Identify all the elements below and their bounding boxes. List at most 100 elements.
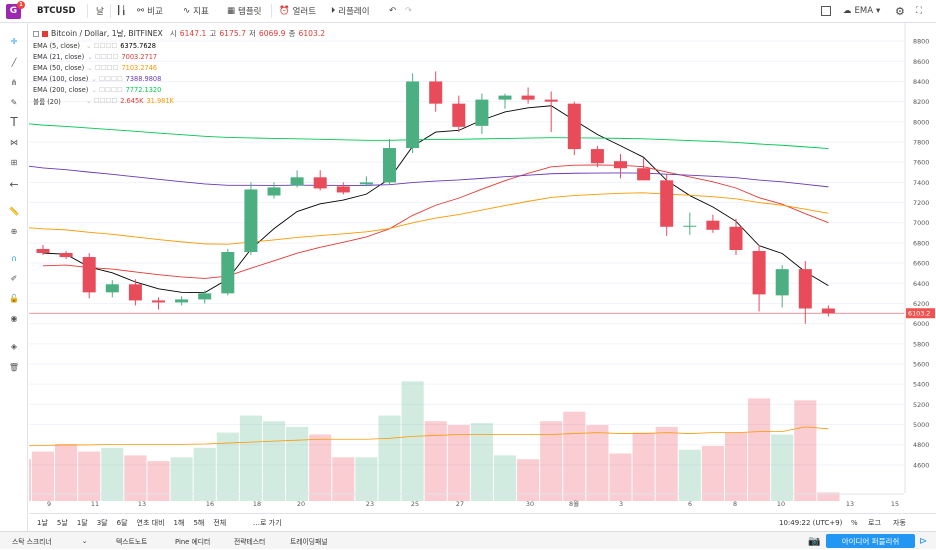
footer-tab-pine[interactable]: Pine 에디터 xyxy=(175,538,211,546)
indicator-value: 2.645K xyxy=(120,96,144,105)
range-button[interactable]: 3달 xyxy=(96,518,108,527)
ema-dropdown[interactable]: ☁ EMA ▾ xyxy=(843,0,880,22)
price-tick-label: 7000 xyxy=(913,219,929,227)
indicator-controls-icon[interactable]: ⌄ ☐☐☐☐ xyxy=(86,96,118,105)
footer-tab-strategy[interactable]: 전략테스터 xyxy=(234,538,266,546)
indicator-legend-row[interactable]: EMA (200, close) ⌄ ☐☐☐☐ 7772.1320 xyxy=(33,84,333,95)
visibility-tool[interactable]: ◉ xyxy=(6,310,22,326)
ema-100-line xyxy=(29,165,829,188)
magnet-tool[interactable]: ∩ xyxy=(6,250,22,266)
app-logo-icon[interactable]: G 1 xyxy=(6,0,25,19)
indicator-legend-row[interactable]: EMA (100, close) ⌄ ☐☐☐☐ 7388.9808 xyxy=(33,73,333,84)
volume-bar xyxy=(724,432,748,501)
footer-tab-trading[interactable]: 트레이딩패널 xyxy=(290,538,328,546)
range-button[interactable]: 1달 xyxy=(76,518,88,527)
range-button[interactable]: 연초 대비 xyxy=(136,518,165,527)
settings-button[interactable]: ⚙ xyxy=(895,0,905,22)
indicator-legend-row[interactable]: EMA (5, close) ⌄ ☐☐☐☐ 6375.7628 xyxy=(33,40,333,51)
lock-tool[interactable]: 🔓 xyxy=(6,290,22,306)
replay-button[interactable]: ⏵ 리플레이 xyxy=(331,0,370,22)
time-tick-label: 11 xyxy=(91,500,99,508)
indicator-controls-icon[interactable]: ⌄ ☐☐☐☐ xyxy=(86,41,118,50)
chart-style-button[interactable]: ┃╽ xyxy=(116,0,126,22)
footer-tab-screener[interactable]: 스탁 스크리너 ⌄ xyxy=(6,532,102,550)
volume-bar xyxy=(678,449,701,501)
undo-button[interactable]: ↶ xyxy=(389,0,396,22)
crosshair-icon: ✛ xyxy=(10,36,18,46)
pattern-tool[interactable]: ⋈ xyxy=(6,134,22,150)
ruler-tool[interactable]: 📏 xyxy=(6,203,22,219)
candle-body xyxy=(521,95,535,100)
range-button[interactable]: 1날 xyxy=(37,518,48,527)
compare-button[interactable]: ⚯ 비교 xyxy=(137,0,163,22)
draw-mode-tool[interactable]: ✐ xyxy=(6,270,22,286)
logo[interactable]: G 1 xyxy=(6,0,25,22)
indicator-name: 볼륨 (20) xyxy=(33,97,61,106)
range-button[interactable]: 5해 xyxy=(193,518,205,527)
templates-button[interactable]: ▦ 템플릿 xyxy=(227,0,262,22)
prediction-tool[interactable]: ⊞ xyxy=(6,154,22,170)
close-label: 종 xyxy=(288,29,296,38)
price-tick-label: 7200 xyxy=(913,199,929,207)
candle-body xyxy=(36,248,50,253)
alarm-clock-icon: ⏰ xyxy=(279,6,290,16)
indicator-controls-icon[interactable]: ⌄ ☐☐☐☐ xyxy=(87,63,119,72)
brush-tool[interactable]: ✎ xyxy=(6,94,22,110)
publish-idea-button[interactable]: 아이디어 퍼블리쉬 xyxy=(826,534,915,548)
back-arrow-tool[interactable]: ← xyxy=(6,176,22,192)
range-button[interactable]: 6달 xyxy=(116,518,128,527)
auto-toggle[interactable]: 자동 xyxy=(893,518,906,527)
range-button[interactable]: 1해 xyxy=(173,518,185,527)
price-chart[interactable]: 8800 8600 8400 8200 8000 7800 7600 7400 7200 7000… xyxy=(29,23,936,513)
indicator-controls-icon[interactable]: ⌄ ☐☐☐☐ xyxy=(91,74,123,83)
volume-bar xyxy=(355,457,378,501)
candle-body xyxy=(383,148,396,183)
close-value: 6103.2 xyxy=(298,29,326,38)
symbol-search[interactable]: BTCUSD xyxy=(37,6,76,16)
indicator-controls-icon[interactable]: ⌄ ☐☐☐☐ xyxy=(87,52,119,61)
indicator-name: EMA (21, close) xyxy=(33,52,85,61)
indicator-value-2: 31.981K xyxy=(146,96,174,105)
indicator-legend-row[interactable]: EMA (21, close) ⌄ ☐☐☐☐ 7003.2717 xyxy=(33,51,333,62)
trendline-tool[interactable]: ╱ xyxy=(6,54,22,70)
zoom-tool[interactable]: ⊕ xyxy=(6,223,22,239)
candle-body xyxy=(637,168,651,181)
price-tick-label: 8600 xyxy=(913,58,929,66)
percent-toggle[interactable]: % xyxy=(851,518,858,527)
crosshair-tool[interactable]: ✛ xyxy=(6,33,22,49)
goto-date-button[interactable]: …로 가기 xyxy=(253,518,282,527)
volume-bar xyxy=(55,444,78,501)
clock-time[interactable]: 10:49:22 (UTC+9) xyxy=(779,518,843,527)
interval-button[interactable]: 날 xyxy=(96,7,104,17)
time-tick-label: 3 xyxy=(619,500,623,508)
price-tick-label: 6800 xyxy=(913,239,929,247)
play-button[interactable]: ⊳ xyxy=(919,532,927,550)
volume-bar xyxy=(771,434,794,501)
volume-bar xyxy=(701,445,724,501)
indicators-button[interactable]: ∿ 지표 xyxy=(183,0,209,22)
candle-body xyxy=(683,225,697,227)
range-button[interactable]: 전체 xyxy=(213,518,227,527)
indicator-controls-icon[interactable]: ⌄ ☐☐☐☐ xyxy=(91,85,123,94)
text-tool[interactable]: T xyxy=(6,114,22,130)
ema-lines xyxy=(29,105,829,294)
redo-button[interactable]: ↷ xyxy=(405,0,412,22)
collapse-icon[interactable] xyxy=(33,30,39,37)
indicator-legend-row[interactable]: 볼륨 (20) ⌄ ☐☐☐☐ 2.645K 31.981K xyxy=(33,95,333,106)
pitchfork-tool[interactable]: ⋔ xyxy=(6,74,22,90)
layers-tool[interactable]: ◈ xyxy=(6,338,22,354)
fullscreen-button[interactable]: ⛶ xyxy=(916,0,922,22)
footer-tab-notes[interactable]: 텍스트노트 xyxy=(116,538,148,546)
delete-tool[interactable]: 🗑 xyxy=(6,359,22,375)
low-label: 저 xyxy=(248,29,256,38)
time-tick-label: 13 xyxy=(138,500,146,508)
snapshot-button[interactable]: 📷 xyxy=(808,532,820,550)
candle-body xyxy=(706,220,720,230)
alerts-button[interactable]: ⏰ 얼러트 xyxy=(279,0,316,22)
range-button[interactable]: 5날 xyxy=(56,518,68,527)
layout-button[interactable] xyxy=(821,0,831,22)
candle-body xyxy=(221,251,235,294)
log-toggle[interactable]: 로그 xyxy=(868,518,881,527)
candle-body xyxy=(590,149,604,164)
indicator-legend-row[interactable]: EMA (50, close) ⌄ ☐☐☐☐ 7103.2746 xyxy=(33,62,333,73)
